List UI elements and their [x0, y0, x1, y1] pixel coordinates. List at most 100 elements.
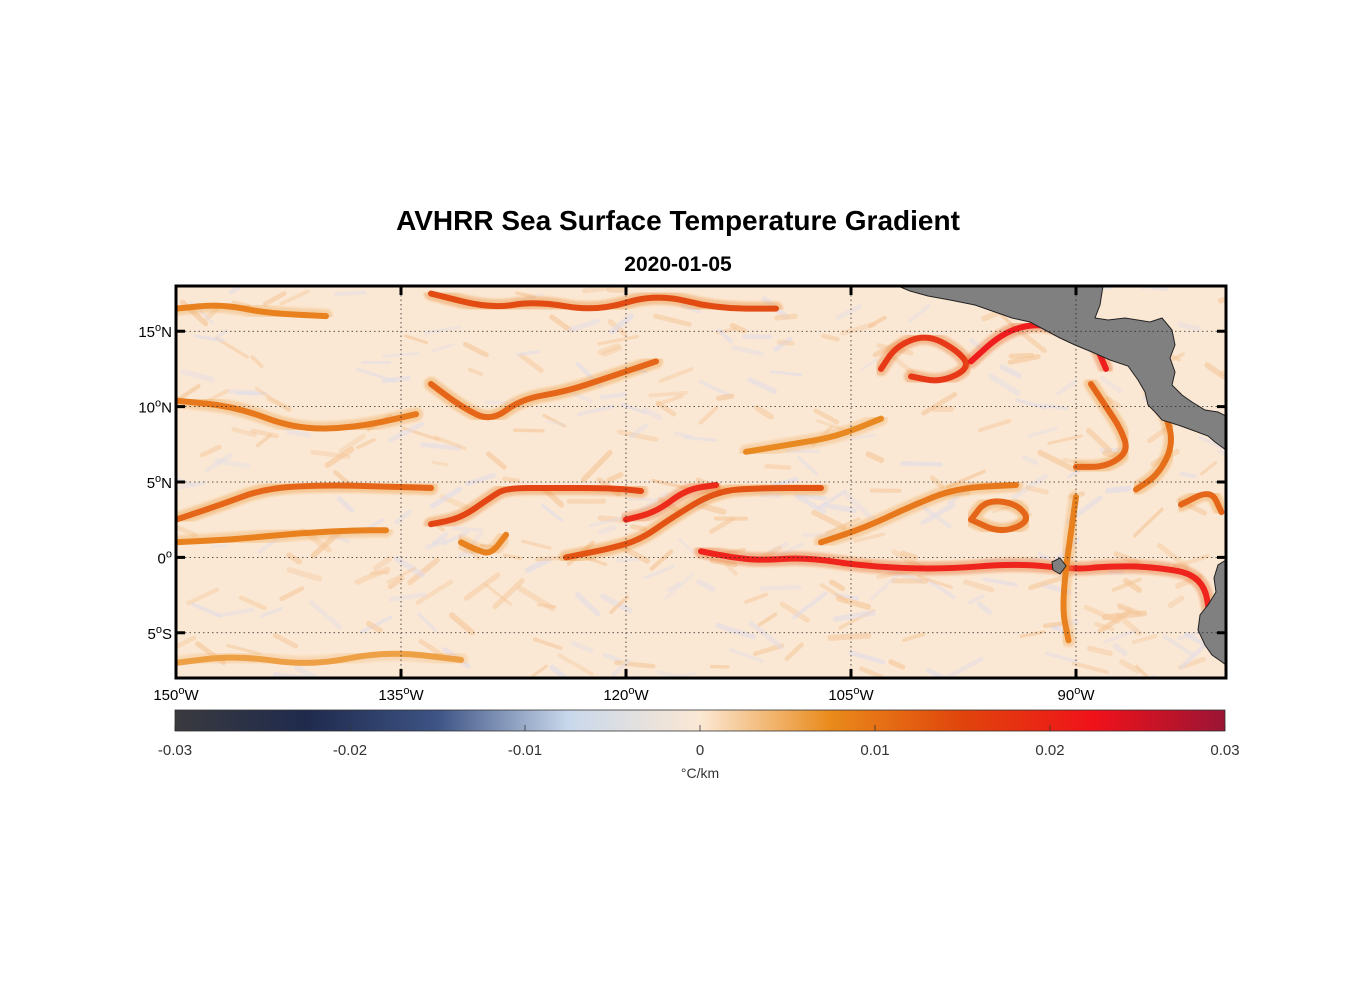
gradient-texture-streak [731, 345, 764, 357]
gradient-texture-streak [666, 581, 682, 593]
gradient-texture-streak [381, 375, 411, 384]
gradient-texture-streak [532, 637, 563, 651]
gradient-texture-streak [614, 660, 656, 669]
gradient-texture-streak [1111, 577, 1142, 592]
gradient-texture-streak [769, 370, 803, 377]
gradient-texture-streak [821, 502, 857, 514]
gradient-texture-streak [577, 404, 615, 417]
gradient-texture-streak [190, 602, 222, 618]
gradient-texture-streak [899, 550, 919, 561]
gradient-texture-streak [324, 446, 355, 469]
colorbar-tick-label: -0.01 [508, 742, 542, 759]
gradient-texture-streak [518, 352, 544, 374]
gradient-texture-streak [673, 431, 693, 439]
temperature-front [563, 485, 824, 561]
gradient-texture-streak [921, 392, 958, 416]
gradient-texture-streak [1007, 354, 1041, 365]
gradient-texture-streak [420, 442, 462, 451]
gradient-texture-streak [441, 530, 469, 546]
gradient-texture-streak [360, 615, 393, 634]
gradient-texture-streak [774, 313, 798, 321]
gradient-texture-streak [819, 583, 849, 603]
gradient-texture-streak [715, 393, 735, 401]
gradient-texture-streak [1217, 449, 1226, 457]
gradient-texture-streak [1156, 543, 1190, 570]
gradient-texture-streak [574, 591, 601, 617]
gradient-texture-streak [463, 572, 501, 601]
temperature-front [818, 482, 1019, 546]
gradient-texture-streak [860, 358, 878, 371]
gradient-texture-streak [431, 460, 449, 467]
temperature-front [878, 334, 969, 384]
colorbar-gradient [175, 710, 1225, 731]
gradient-texture-streak [1198, 435, 1226, 451]
gradient-texture-streak [616, 429, 659, 443]
gradient-texture-streak [1093, 621, 1115, 631]
gradient-texture-streak [570, 640, 594, 654]
gradient-texture-streak [193, 334, 225, 343]
gradient-texture-streak [394, 509, 413, 525]
gradient-texture-streak [338, 433, 366, 454]
gradient-texture-streak [1131, 634, 1158, 645]
gradient-texture-streak [779, 601, 811, 623]
lat-tick-label: 0o [158, 548, 172, 567]
gradient-texture-streak [748, 620, 784, 650]
gradient-texture-streak [429, 486, 463, 509]
gradient-texture-streak [597, 334, 639, 346]
gradient-texture-streak [279, 586, 305, 602]
gradient-texture-streak [664, 572, 695, 600]
gradient-texture-streak [764, 463, 792, 470]
gradient-texture-streak [524, 556, 552, 574]
gradient-texture-streak [1071, 661, 1109, 675]
gradient-texture-streak [389, 592, 427, 602]
land-layer [897, 286, 1226, 666]
gradient-texture-streak [462, 341, 489, 358]
gradient-texture-streak [536, 603, 557, 609]
gradient-texture-streak [792, 591, 828, 620]
gradient-texture-streak [1099, 375, 1123, 394]
gradient-texture-streak [355, 437, 376, 450]
gradient-texture-streak [615, 556, 640, 563]
gradient-texture-streak [1011, 473, 1048, 500]
gradient-texture-streak [597, 525, 617, 536]
gradient-texture-streak [888, 659, 906, 670]
gradient-texture-streak [709, 516, 736, 534]
gradient-texture-streak [227, 388, 259, 396]
gradient-texture-streak [606, 471, 624, 483]
gradient-texture-streak [336, 496, 355, 514]
gradient-texture-streak [642, 407, 663, 421]
gradient-texture-streak [262, 291, 287, 307]
gradient-texture-streak [829, 579, 846, 592]
gradient-texture-streak [870, 573, 899, 601]
figure-subtitle: 2020-01-05 [624, 253, 732, 276]
gradient-texture-streak [180, 369, 215, 383]
gradient-texture-streak [272, 632, 299, 649]
land-galapagos [1051, 557, 1067, 575]
lat-tick-label: 10oN [138, 398, 172, 417]
gradient-texture-streak [1043, 403, 1069, 411]
gradient-texture-streak [835, 304, 863, 321]
gradient-texture-streak [465, 472, 497, 487]
gradient-texture-streak [717, 328, 733, 344]
gradient-texture-streak [696, 578, 716, 592]
temperature-front [1178, 491, 1225, 516]
gradient-texture-streak [515, 349, 541, 357]
gradient-texture-streak [250, 428, 279, 439]
gradient-texture-streak [943, 656, 984, 678]
gradient-texture-streak [541, 503, 564, 522]
gradient-texture-streak [502, 476, 520, 483]
lon-tick-labels: 150oW 135oW 120oW 105oW 90oW [153, 685, 1095, 704]
gradient-texture-streak [753, 404, 774, 420]
gradient-texture-streak [744, 592, 769, 604]
gradient-texture-streak [483, 400, 509, 405]
temperature-front [428, 485, 644, 528]
gradient-texture-streak [205, 452, 233, 473]
gradient-texture-streak [962, 579, 995, 593]
gradient-texture-streak [1119, 659, 1141, 674]
gradient-texture-streak [747, 377, 778, 395]
colorbar-tick-label: -0.02 [333, 742, 367, 759]
gradient-texture-streak [907, 304, 931, 323]
gradient-texture-streak [186, 587, 220, 606]
gradient-texture-streak [983, 577, 1018, 587]
gradient-texture-streak [609, 313, 634, 335]
